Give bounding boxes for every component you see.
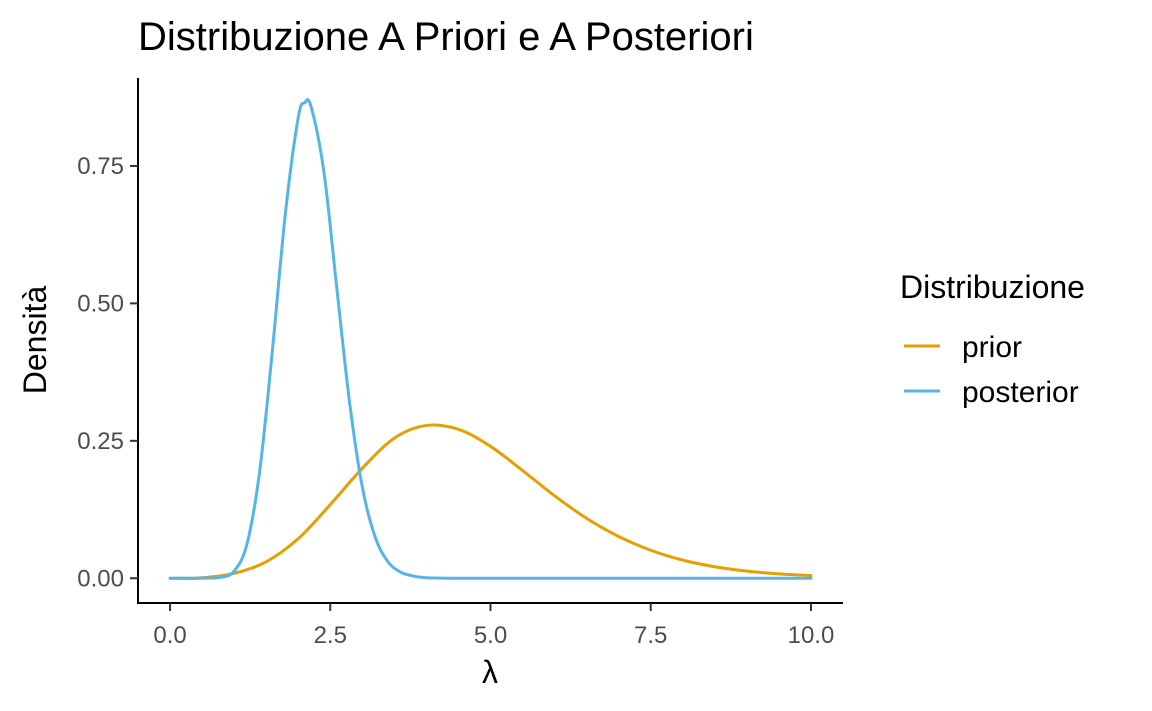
- y-tick-label: 0.50: [77, 290, 124, 317]
- y-tick-label: 0.75: [77, 153, 124, 180]
- y-tick-label: 0.00: [77, 565, 124, 592]
- chart-title: Distribuzione A Priori e A Posteriori: [138, 15, 754, 59]
- x-axis-ticks: 0.0 2.5 5.0 7.5 10.0: [153, 603, 834, 649]
- x-tick-label: 2.5: [314, 622, 347, 649]
- y-tick-label: 0.25: [77, 428, 124, 455]
- x-tick-label: 7.5: [634, 622, 667, 649]
- x-tick-label: 0.0: [153, 622, 186, 649]
- series-line-prior: [168, 423, 813, 580]
- x-tick-label: 5.0: [474, 622, 507, 649]
- plot-area: 0.0 2.5 5.0 7.5 10.0 0.00 0.25 0.50 0.75: [77, 78, 843, 649]
- series-line-posterior: [168, 98, 813, 580]
- x-tick-label: 10.0: [788, 622, 835, 649]
- y-axis-ticks: 0.00 0.25 0.50 0.75: [77, 153, 138, 592]
- series-layer: [168, 98, 813, 580]
- legend-entries: prior posterior: [904, 331, 1079, 409]
- legend: Distribuzione prior posterior: [900, 269, 1085, 409]
- x-axis-title: λ: [482, 654, 498, 690]
- legend-label-posterior: posterior: [962, 376, 1079, 409]
- legend-title: Distribuzione: [900, 269, 1085, 305]
- legend-label-prior: prior: [962, 331, 1022, 364]
- y-axis-title: Densità: [17, 286, 53, 395]
